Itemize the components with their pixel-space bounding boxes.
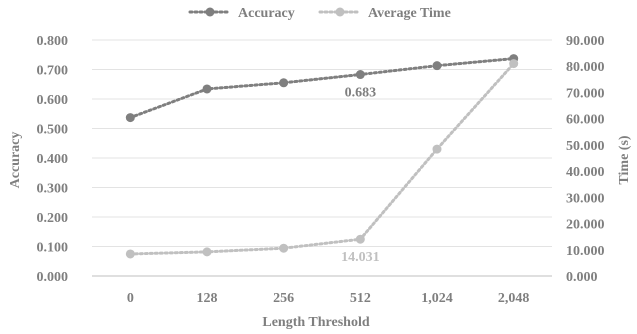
series-line [128, 62, 516, 256]
right-axis-ticks: 0.000 10.000 20.000 30.000 40.000 50.000 60.00… [566, 34, 605, 285]
right-tick-label: 10.000 [566, 244, 605, 259]
x-axis-title: Length Threshold [262, 315, 369, 330]
left-axis-title: Accuracy [8, 132, 23, 189]
x-tick-label: 128 [197, 291, 218, 306]
left-axis-ticks: 0.000 0.100 0.200 0.300 0.400 0.500 0.600 0.700… [37, 34, 69, 285]
left-tick-label: 0.100 [37, 241, 69, 256]
x-tick-label: 256 [273, 291, 294, 306]
right-tick-label: 70.000 [566, 86, 605, 101]
left-tick-label: 0.200 [37, 211, 69, 226]
left-tick-label: 0.500 [37, 123, 69, 138]
legend-label: Accuracy [238, 6, 295, 21]
right-tick-label: 0.000 [566, 270, 598, 285]
data-point [279, 243, 289, 253]
data-point [125, 113, 135, 123]
x-axis-ticks: 0 128 256 512 1,024 2,048 [127, 291, 530, 306]
left-tick-label: 0.600 [37, 93, 69, 108]
x-tick-label: 1,024 [421, 291, 453, 306]
series-layer: 0.683 14.031 [125, 54, 519, 265]
left-tick-label: 0.000 [37, 270, 69, 285]
legend-item: Accuracy [188, 6, 295, 21]
data-point [125, 249, 135, 259]
legend-swatch-marker [335, 7, 345, 17]
x-tick-label: 0 [127, 291, 134, 306]
data-label: 14.031 [341, 250, 380, 265]
legend: Accuracy Average Time [188, 6, 451, 21]
left-tick-label: 0.700 [37, 64, 69, 79]
right-tick-label: 80.000 [566, 60, 605, 75]
series-accuracy: 0.683 [125, 54, 519, 123]
x-tick-label: 512 [350, 291, 371, 306]
legend-swatch-marker [205, 7, 215, 17]
legend-item: Average Time [318, 6, 451, 21]
data-label: 0.683 [345, 86, 377, 101]
data-point [355, 234, 365, 244]
data-point [432, 144, 442, 154]
right-axis-title: Time (s) [617, 135, 632, 184]
legend-label: Average Time [368, 6, 451, 21]
left-tick-label: 0.300 [37, 182, 69, 197]
right-tick-label: 50.000 [566, 139, 605, 154]
left-tick-label: 0.800 [37, 34, 69, 49]
data-point [509, 59, 519, 69]
right-tick-label: 60.000 [566, 113, 605, 128]
data-point [202, 84, 212, 94]
data-point [432, 61, 442, 71]
data-point [355, 70, 365, 80]
x-tick-label: 2,048 [498, 291, 530, 306]
series-average-time: 14.031 [125, 59, 519, 265]
right-tick-label: 40.000 [566, 165, 605, 180]
right-tick-label: 20.000 [566, 218, 605, 233]
data-point [202, 247, 212, 257]
data-point [279, 78, 289, 88]
left-tick-label: 0.400 [37, 152, 69, 167]
series-line [128, 57, 516, 120]
gridlines [92, 39, 552, 277]
right-tick-label: 90.000 [566, 34, 605, 49]
right-tick-label: 30.000 [566, 191, 605, 206]
